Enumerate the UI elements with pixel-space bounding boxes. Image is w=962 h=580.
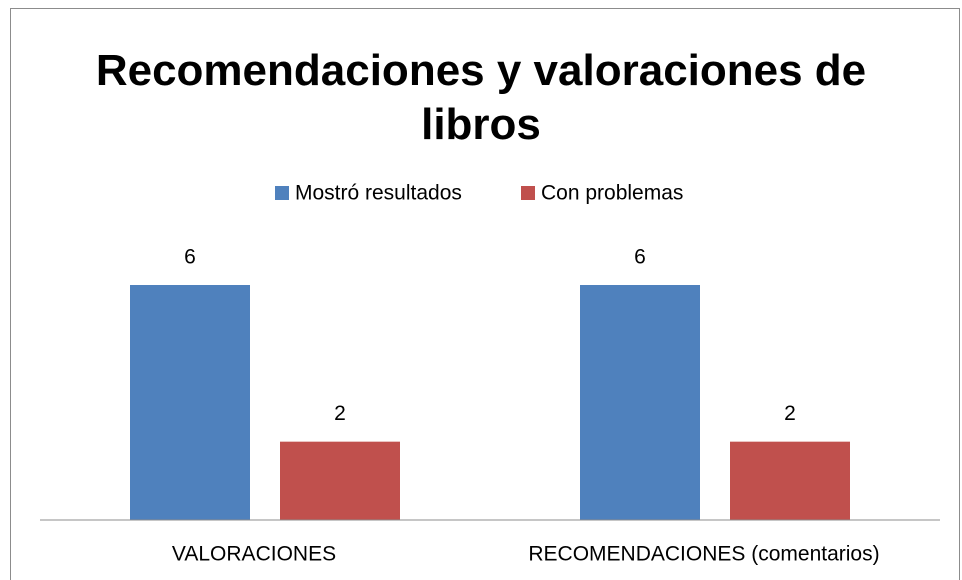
legend-label: Con problemas — [541, 182, 683, 205]
legend-label: Mostró resultados — [295, 182, 462, 205]
chart-title: Recomendaciones y valoraciones de libros — [95, 46, 867, 149]
data-label: 2 — [334, 402, 346, 425]
data-label: 2 — [784, 402, 796, 425]
x-tick-label: RECOMENDACIONES (comentarios) — [528, 543, 879, 566]
x-tick-label: VALORACIONES — [172, 543, 336, 566]
bar — [730, 441, 850, 520]
legend-swatch — [275, 186, 289, 200]
bar — [280, 441, 400, 520]
data-label: 6 — [634, 246, 646, 269]
chart-frame — [10, 8, 960, 580]
bar — [580, 285, 700, 520]
data-label: 6 — [184, 246, 196, 269]
legend-swatch — [521, 186, 535, 200]
bar — [130, 285, 250, 520]
